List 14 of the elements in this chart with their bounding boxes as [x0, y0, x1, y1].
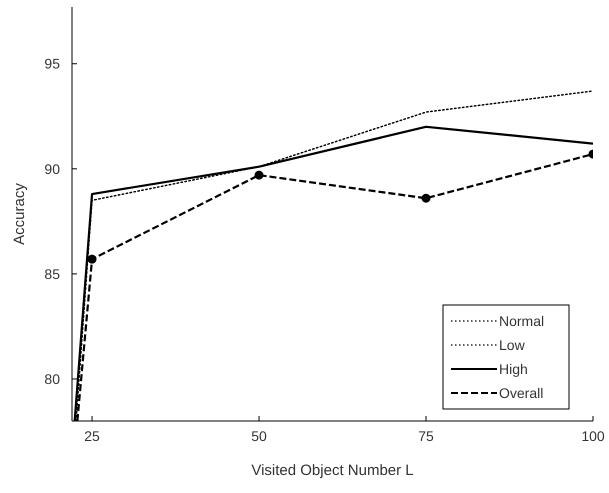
y-tick-label: 90 — [44, 160, 60, 177]
y-axis-title: Accuracy — [11, 182, 28, 245]
legend-label: Normal — [499, 313, 544, 329]
y-tick-label: 80 — [44, 370, 60, 387]
x-tick-label: 50 — [251, 428, 268, 444]
y-tick-label: 85 — [44, 266, 60, 282]
y-tick-label: 95 — [44, 56, 60, 72]
legend-label: Overall — [499, 385, 544, 401]
legend-label: Low — [499, 337, 526, 353]
x-tick-label: 100 — [581, 428, 605, 444]
x-axis-title: Visited Object Number L — [251, 462, 414, 479]
x-tick-label: 25 — [84, 428, 100, 444]
x-tick-label: 75 — [418, 428, 434, 444]
legend-label: High — [499, 361, 528, 377]
